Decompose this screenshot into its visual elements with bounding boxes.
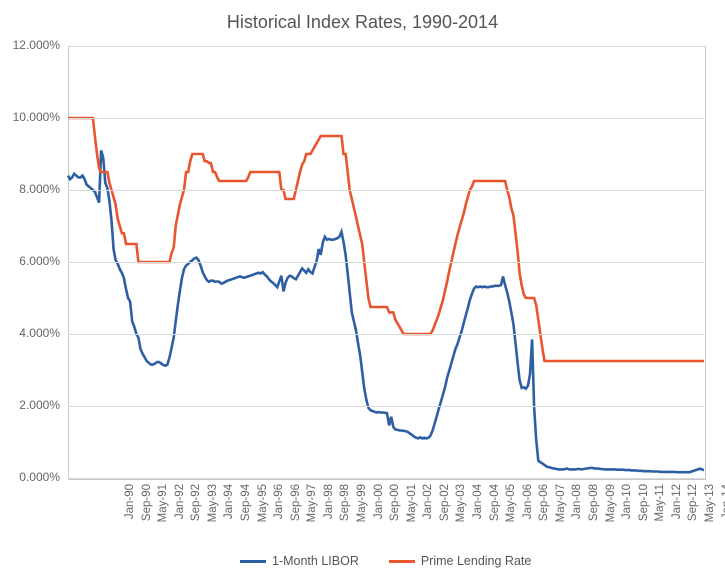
x-axis-label: Sep-90 (141, 484, 153, 544)
y-axis-label: 2.000% (0, 398, 60, 412)
legend-item: 1-Month LIBOR (240, 554, 359, 568)
x-axis-label: May-09 (605, 484, 617, 544)
x-axis-label: Jan-10 (621, 484, 633, 544)
x-axis-label: Jan-02 (422, 484, 434, 544)
x-axis-label: May-91 (157, 484, 169, 544)
x-axis-label: Jan-90 (124, 484, 136, 544)
y-axis-label: 8.000% (0, 182, 60, 196)
y-axis-label: 4.000% (0, 326, 60, 340)
x-axis-label: May-99 (356, 484, 368, 544)
x-axis-label: Sep-12 (687, 484, 699, 544)
x-axis-label: Sep-98 (339, 484, 351, 544)
x-axis-label: Sep-04 (489, 484, 501, 544)
y-axis-label: 6.000% (0, 254, 60, 268)
series-line (68, 118, 704, 361)
x-axis-label: Jan-00 (373, 484, 385, 544)
x-axis-label: Sep-10 (638, 484, 650, 544)
x-axis-label: Jan-96 (273, 484, 285, 544)
x-axis-label: May-93 (207, 484, 219, 544)
x-axis-label: Jan-04 (472, 484, 484, 544)
series-line (68, 150, 704, 472)
chart-container: Historical Index Rates, 1990-2014 1-Mont… (0, 0, 725, 584)
x-axis-label: May-07 (555, 484, 567, 544)
x-axis-label: Jan-92 (174, 484, 186, 544)
x-axis-label: Sep-02 (439, 484, 451, 544)
x-axis-label: Sep-92 (190, 484, 202, 544)
x-axis-label: Jan-98 (323, 484, 335, 544)
x-axis-label: Jan-08 (571, 484, 583, 544)
legend-item: Prime Lending Rate (389, 554, 531, 568)
x-axis-label: May-03 (455, 484, 467, 544)
x-axis-label: Jan-06 (522, 484, 534, 544)
x-axis-label: Jan-12 (671, 484, 683, 544)
x-axis-label: May-95 (257, 484, 269, 544)
x-axis-label: Jan-14 (721, 484, 725, 544)
legend: 1-Month LIBOR Prime Lending Rate (240, 554, 531, 568)
y-axis-label: 12.000% (0, 38, 60, 52)
x-axis-label: Sep-08 (588, 484, 600, 544)
x-axis-label: Sep-06 (538, 484, 550, 544)
x-axis-label: Sep-00 (389, 484, 401, 544)
x-axis-label: May-11 (654, 484, 666, 544)
x-axis-label: Sep-96 (290, 484, 302, 544)
y-axis-label: 10.000% (0, 110, 60, 124)
x-axis-label: Sep-94 (240, 484, 252, 544)
x-axis-label: Jan-94 (223, 484, 235, 544)
x-axis-label: May-01 (406, 484, 418, 544)
y-axis-label: 0.000% (0, 470, 60, 484)
x-axis-label: May-97 (306, 484, 318, 544)
x-axis-label: May-05 (505, 484, 517, 544)
x-axis-label: May-13 (704, 484, 716, 544)
